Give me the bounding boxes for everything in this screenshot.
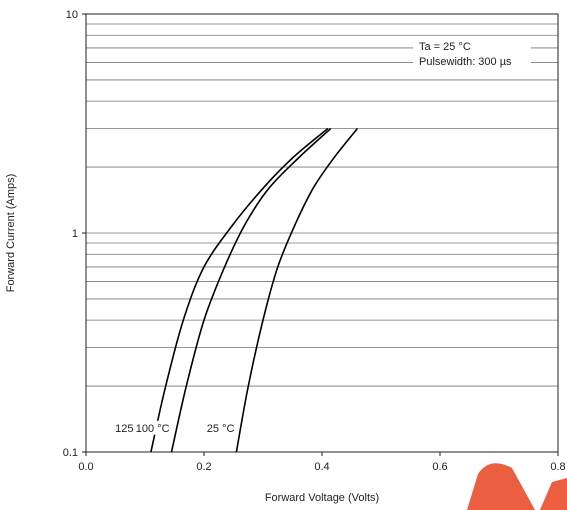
series-label-1: 100 °C [135,420,174,435]
x-tick-label: 0.0 [78,461,93,473]
x-tick-label: 0.4 [314,461,329,473]
annotation-line-1: Ta = 25 °C [419,41,471,53]
conditions-annotation: Ta = 25 °C Pulsewidth: 300 µs [413,39,531,69]
grid-lines [86,23,558,387]
series-label-bg [200,420,239,435]
x-tick-labels: 0.0 0.2 0.4 0.6 0.8 [78,452,566,473]
y-tick-label: 0.1 [63,447,78,459]
series-label-text: 25 °C [207,423,235,435]
annotation-line-2: Pulsewidth: 300 µs [419,56,512,68]
x-tick-label: 0.6 [432,461,447,473]
y-tick-label: 10 [66,9,78,21]
y-tick-labels: 0.1 1 10 [63,9,86,459]
series-label-bg [135,420,174,435]
y-tick-label: 1 [72,228,78,240]
x-tick-label: 0.8 [550,461,565,473]
curve-series-0 [150,127,329,453]
curve-series-1 [170,127,332,453]
y-axis-title: Forward Current (Amps) [5,174,17,293]
curve-series-2 [235,128,359,453]
watermark-logo [467,463,567,510]
series-label-text: 100 °C [136,423,170,435]
curves [150,127,359,453]
series-label-2: 25 °C [200,420,239,435]
x-axis-title: Forward Voltage (Volts) [265,492,379,504]
x-tick-label: 0.2 [196,461,211,473]
